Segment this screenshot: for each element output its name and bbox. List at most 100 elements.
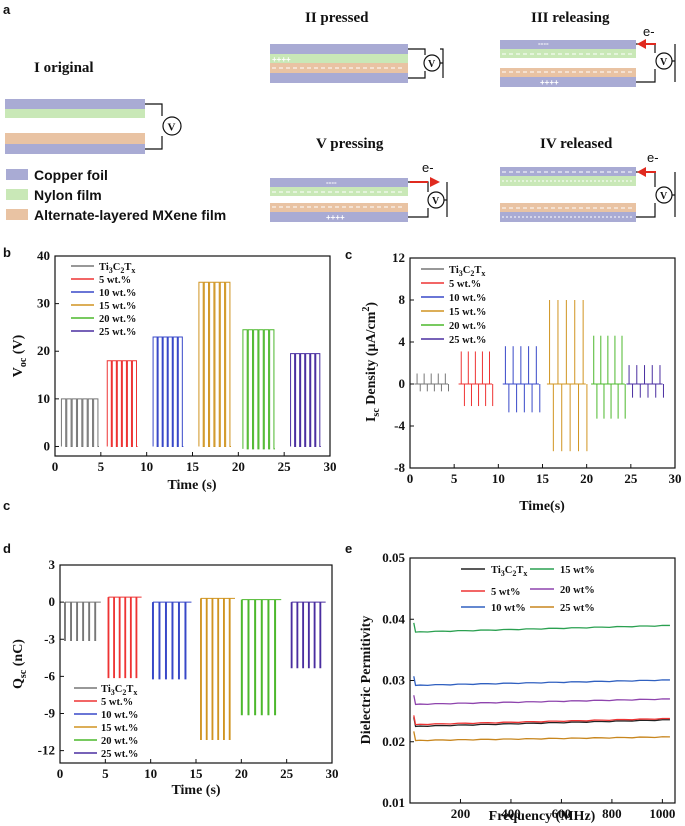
- electron-label: e-: [647, 150, 659, 165]
- legend-entry: 20 wt%: [560, 585, 595, 596]
- series-line: [200, 597, 235, 740]
- y-axis-title: Qsc (nC): [11, 639, 29, 689]
- y-tick-label: 12: [392, 250, 405, 265]
- y-tick-label: -4: [394, 418, 405, 433]
- voltmeter-symbol: V: [660, 191, 668, 202]
- y-axis-title: Voc (V): [11, 334, 29, 377]
- y-tick-label: -8: [394, 460, 405, 475]
- legend-mxene: Alternate-layered MXene film: [34, 207, 226, 223]
- series-line: [64, 601, 101, 641]
- series-line: [413, 715, 670, 726]
- x-tick-label: 10: [144, 766, 157, 781]
- y-tick-label: 0: [399, 376, 406, 391]
- x-tick-label: 25: [280, 766, 294, 781]
- x-tick-label: 400: [501, 806, 521, 821]
- legend-entry: 25 wt.%: [449, 335, 486, 346]
- legend-entry: 5 wt.%: [99, 275, 131, 286]
- copper-swatch: [6, 169, 28, 180]
- chart-b-voc: 0 5 10 15 20 25 30 0 10 20 30 40 b Time (s) Voc (V) Ti3…: [3, 245, 337, 493]
- copper-layer: [5, 99, 145, 109]
- legend-entry: 15 wt.%: [99, 301, 136, 312]
- y-tick-label: 0.01: [382, 795, 405, 810]
- electron-flow-arrow-head: [637, 39, 646, 49]
- chart-c-isc: 0 5 10 15 20 25 30 -8 -4 0 4 8 12 c Time(s) Isc Density…: [345, 247, 682, 514]
- legend-entry: 5 wt.%: [101, 697, 133, 708]
- y-tick-label: 40: [37, 248, 50, 263]
- legend-entry: 20 wt.%: [99, 314, 136, 325]
- stage-released-diagram: V e-: [500, 150, 676, 222]
- x-tick-label: 10: [492, 471, 505, 486]
- x-tick-label: 15: [186, 459, 200, 474]
- y-tick-label: 20: [37, 343, 50, 358]
- x-tick-label: 0: [407, 471, 414, 486]
- x-tick-label: 0: [52, 459, 59, 474]
- x-tick-label: 25: [624, 471, 638, 486]
- stage-released-label: IV released: [540, 136, 613, 152]
- legend-entry: 10 wt.%: [449, 293, 486, 304]
- series-line: [242, 329, 275, 450]
- legend-entry: Ti3C2Tx: [491, 565, 527, 578]
- legend-entry: 25 wt.%: [101, 749, 138, 760]
- legend-entry: 10 wt%: [491, 603, 526, 614]
- mxene-swatch: [6, 209, 28, 220]
- x-tick-label: 5: [102, 766, 109, 781]
- legend-entry: 5 wt%: [491, 587, 520, 598]
- legend-entry: Ti3C2Tx: [101, 684, 137, 697]
- stage-releasing-diagram: ---- ++++ V e-: [500, 24, 676, 87]
- x-tick-label: 15: [190, 766, 204, 781]
- y-tick-label: -3: [44, 631, 55, 646]
- y-axis-title: Dielectric Permitivity: [359, 616, 374, 745]
- x-tick-label: 200: [451, 806, 471, 821]
- voltmeter-symbol: V: [428, 59, 436, 70]
- y-tick-label: 0: [44, 438, 51, 453]
- x-axis-title: Time (s): [171, 783, 220, 798]
- y-tick-label: 0.04: [382, 611, 405, 626]
- y-tick-label: -6: [44, 668, 55, 683]
- series-line: [290, 353, 321, 447]
- nylon-swatch: [6, 189, 28, 200]
- legend-entry: 10 wt.%: [99, 288, 136, 299]
- series-line: [240, 599, 282, 716]
- panel-label-c: c: [345, 247, 352, 262]
- stage-pressed-label: II pressed: [305, 10, 369, 26]
- x-tick-label: 30: [669, 471, 682, 486]
- legend-entry: 25 wt%: [560, 603, 595, 614]
- negative-charges: ----: [538, 39, 549, 48]
- series-line: [290, 601, 326, 669]
- electron-flow-arrow-head: [430, 177, 440, 187]
- series-line: [152, 336, 184, 447]
- stage-original-diagram: V: [5, 99, 182, 154]
- x-tick-label: 15: [536, 471, 550, 486]
- electron-flow-arrow-head: [637, 167, 646, 177]
- legend-entry: Ti3C2Tx: [99, 262, 135, 275]
- y-tick-label: 30: [37, 296, 50, 311]
- y-tick-label: -9: [44, 706, 55, 721]
- x-tick-label: 30: [326, 766, 339, 781]
- series-line: [413, 717, 670, 728]
- series-line: [413, 695, 670, 706]
- panel-a-schematic: a I original II pressed III releasing IV…: [3, 2, 676, 223]
- stage-pressing-label: V pressing: [316, 136, 384, 152]
- y-tick-label: 8: [399, 292, 406, 307]
- series-line: [60, 398, 99, 447]
- voltmeter-symbol: V: [432, 196, 440, 207]
- y-axis-title: Isc Density (μA/cm2): [361, 302, 382, 422]
- series-line: [413, 731, 670, 742]
- wire: [145, 103, 163, 150]
- x-tick-label: 10: [140, 459, 153, 474]
- series-line: [413, 676, 670, 687]
- voltmeter-icon: [162, 116, 182, 136]
- chart-e-permittivity: 200 400 600 800 1000 0.01 0.02 0.03 0.04 0.05 e Fre…: [345, 541, 676, 824]
- voltmeter-symbol: V: [660, 57, 668, 68]
- legend-nylon: Nylon film: [34, 187, 102, 203]
- y-tick-label: 3: [49, 557, 56, 572]
- y-tick-label: -12: [38, 743, 55, 758]
- series-line: [106, 360, 138, 447]
- x-tick-label: 5: [451, 471, 458, 486]
- series-line: [151, 601, 192, 680]
- stage-pressed-diagram: ++++ V: [270, 44, 444, 83]
- stage-original-label: I original: [34, 60, 94, 76]
- y-tick-label: 0.03: [382, 673, 405, 688]
- legend-entry: 5 wt.%: [449, 279, 481, 290]
